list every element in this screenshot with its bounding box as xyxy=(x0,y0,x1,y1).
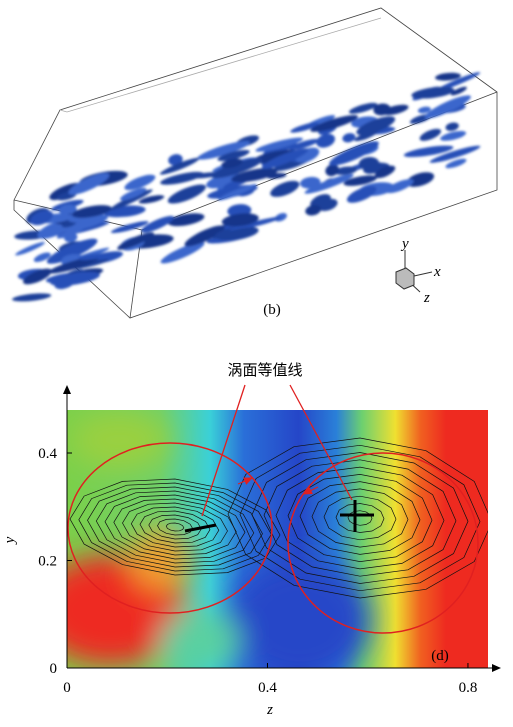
vortex-blob xyxy=(439,129,467,143)
color-field xyxy=(35,410,488,680)
vortex-structures xyxy=(12,70,482,303)
panel-label: (d) xyxy=(431,648,449,664)
vortex-blob xyxy=(348,101,378,116)
x-tick-label: 0.8 xyxy=(459,680,478,696)
triad-x: x xyxy=(433,264,441,280)
annotation: 涡面等值线 xyxy=(227,361,302,379)
vortex-blob xyxy=(166,181,208,208)
vortex-blob xyxy=(341,132,356,144)
x-axis-label: z xyxy=(266,702,273,718)
axis-triad xyxy=(396,250,432,292)
vortex-blob xyxy=(110,219,149,235)
panel-label: (b) xyxy=(263,302,281,318)
triad-z: z xyxy=(423,290,430,306)
y-tick-label: 0.4 xyxy=(38,446,57,462)
vortex-blob xyxy=(268,178,301,201)
y-tick-label: 0 xyxy=(50,661,58,677)
triad-y: y xyxy=(400,236,409,252)
vortex-blob xyxy=(418,126,443,143)
vortex-blob xyxy=(103,204,146,219)
figure: y x z (b) 涡面等值线 (d) z y 0 0.4 0.8 0 0.2 0.4 xyxy=(0,0,513,722)
vortex-blob xyxy=(12,292,52,303)
y-tick-label: 0.2 xyxy=(38,554,57,570)
y-axis-label: y xyxy=(2,536,18,545)
vortex-blob xyxy=(445,121,460,132)
x-tick-label: 0.4 xyxy=(258,680,277,696)
x-tick-label: 0 xyxy=(63,680,71,696)
box-edge xyxy=(60,18,381,112)
